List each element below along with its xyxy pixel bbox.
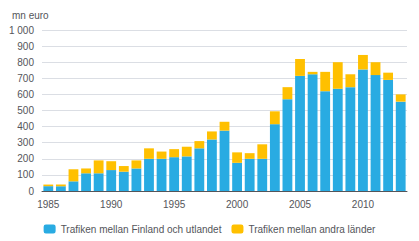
svg-text:400: 400	[17, 121, 34, 132]
svg-text:100: 100	[17, 169, 34, 180]
svg-text:Trafiken mellan Finland och ut: Trafiken mellan Finland och utlandet	[61, 224, 222, 235]
svg-text:700: 700	[17, 73, 34, 84]
svg-text:0: 0	[28, 186, 34, 197]
svg-text:2000: 2000	[226, 199, 249, 210]
svg-text:mn euro: mn euro	[12, 10, 49, 21]
svg-text:2005: 2005	[289, 199, 312, 210]
svg-text:900: 900	[17, 41, 34, 52]
svg-text:200: 200	[17, 153, 34, 164]
svg-text:300: 300	[17, 137, 34, 148]
svg-text:800: 800	[17, 57, 34, 68]
svg-text:Trafiken mellan andra länder: Trafiken mellan andra länder	[248, 224, 376, 235]
svg-text:600: 600	[17, 89, 34, 100]
svg-text:1995: 1995	[163, 199, 186, 210]
svg-text:1990: 1990	[100, 199, 123, 210]
svg-text:500: 500	[17, 105, 34, 116]
svg-text:2010: 2010	[352, 199, 375, 210]
svg-text:1 000: 1 000	[9, 25, 34, 36]
svg-text:1985: 1985	[37, 199, 60, 210]
